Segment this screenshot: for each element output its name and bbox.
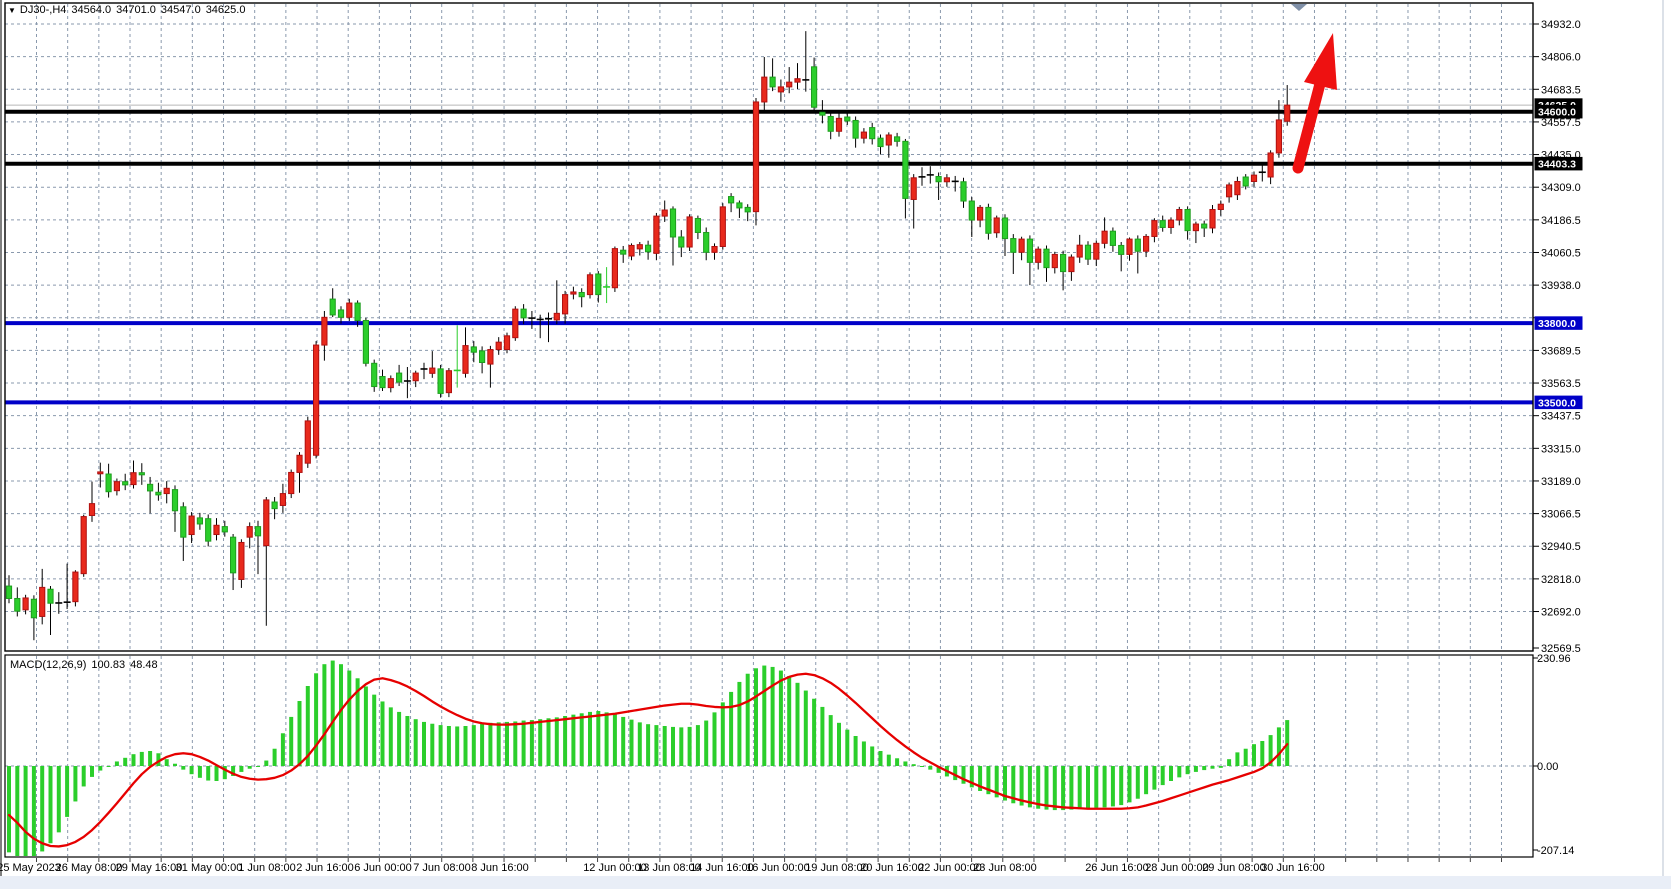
price-axis-label: 33437.5: [1541, 411, 1581, 423]
hline-price-tag: 34403.3: [1538, 159, 1576, 171]
price-axis-label: 33066.5: [1541, 509, 1581, 521]
horizontal-line-33500.0[interactable]: 33500.0: [5, 395, 1583, 410]
ohlc-low: 34547.0: [160, 4, 201, 16]
horizontal-line-33800.0[interactable]: 33800.0: [5, 316, 1583, 330]
time-axis-label: 29 May 16:00: [116, 862, 183, 874]
price-axis-label: 34557.5: [1541, 117, 1581, 129]
macd-axis-label: 230.96: [1537, 653, 1571, 665]
price-axis-label: 32569.5: [1541, 643, 1581, 655]
macd-signal-line: [7, 672, 1289, 848]
time-axis-label: 13 Jun 08:00: [637, 862, 701, 874]
macd-main-value: 100.83: [91, 659, 126, 671]
price-axis-label: 34806.0: [1541, 52, 1581, 64]
price-axis-label: 32818.0: [1541, 574, 1581, 586]
price-axis-label: 32692.0: [1541, 607, 1581, 619]
price-axis-label: 34932.0: [1541, 19, 1581, 31]
price-axis-label: 34186.5: [1541, 215, 1581, 227]
time-axis-label: 12 Jun 00:00: [583, 862, 647, 874]
macd-axis-label: -207.14: [1537, 845, 1574, 857]
scroll-marker-icon[interactable]: [1291, 4, 1307, 11]
time-axis-label: 1 Jun 08:00: [238, 862, 296, 874]
horizontal-line-34600.0[interactable]: 34600.0: [5, 104, 1583, 119]
price-axis[interactable]: 34932.034806.034683.534557.534435.034309…: [1533, 19, 1581, 655]
symbol-ohlc-header: ▼ DJ30-,H4 34564.0 34701.0 34547.0 34625.0: [8, 4, 250, 16]
macd-axis-label: 0.00: [1537, 761, 1558, 773]
price-axis-label: 34060.5: [1541, 247, 1581, 259]
time-axis-label: 14 Jun 16:00: [690, 862, 754, 874]
time-axis-label: 26 May 08:00: [56, 862, 123, 874]
time-axis-label: 29 Jun 08:00: [1202, 862, 1266, 874]
time-axis-label: 23 Jun 08:00: [973, 862, 1037, 874]
hline-price-tag: 33500.0: [1538, 397, 1576, 409]
candles-layer: [5, 31, 1291, 641]
price-axis-label: 33689.5: [1541, 345, 1581, 357]
time-axis-label: 25 May 2023: [0, 862, 61, 874]
ohlc-close: 34625.0: [205, 4, 246, 16]
horizontal-line-34403.3[interactable]: 34403.3: [5, 156, 1583, 171]
time-axis-label: 16 Jun 00:00: [746, 862, 810, 874]
price-axis-label: 33189.0: [1541, 476, 1581, 488]
ohlc-high: 34701.0: [116, 4, 156, 16]
macd-name: MACD(12,26,9): [10, 659, 87, 671]
price-axis-label: 33315.0: [1541, 443, 1581, 455]
macd-histogram: [7, 660, 1290, 856]
macd-axis[interactable]: 230.96 0.00 -207.14: [1533, 653, 1574, 857]
time-axis-label: 22 Jun 00:00: [918, 862, 982, 874]
price-axis-label: 34309.0: [1541, 182, 1581, 194]
time-axis-label: 2 Jun 16:00: [296, 862, 354, 874]
time-axis-label: 28 Jun 00:00: [1145, 862, 1209, 874]
hline-price-tag: 34600.0: [1538, 107, 1576, 119]
panel-borders: [4, 2, 1534, 858]
price-axis-label: 32940.5: [1541, 541, 1581, 553]
time-axis-label: 8 Jun 16:00: [471, 862, 529, 874]
time-axis-label: 30 Jun 16:00: [1261, 862, 1325, 874]
time-axis-label: 19 Jun 08:00: [805, 862, 869, 874]
time-axis-label: 6 Jun 00:00: [354, 862, 412, 874]
trend-arrow[interactable]: [1292, 33, 1337, 174]
time-axis-label: 26 Jun 16:00: [1085, 862, 1149, 874]
price-axis-label: 33563.5: [1541, 378, 1581, 390]
symbol-dropdown-icon[interactable]: ▼: [8, 6, 16, 15]
time-axis-label: 31 May 00:00: [176, 862, 243, 874]
time-axis-label: 20 Jun 16:00: [860, 862, 924, 874]
symbol-period-label: DJ30-,H4: [19, 4, 67, 16]
price-axis-label: 34683.5: [1541, 84, 1581, 96]
macd-indicator-label: MACD(12,26,9) 100.83 48.48: [10, 659, 163, 671]
time-axis-label: 7 Jun 08:00: [413, 862, 471, 874]
ohlc-open: 34564.0: [71, 4, 112, 16]
price-axis-label: 33938.0: [1541, 280, 1581, 292]
macd-signal-value: 48.48: [130, 659, 158, 671]
hline-price-tag: 33800.0: [1538, 318, 1576, 330]
